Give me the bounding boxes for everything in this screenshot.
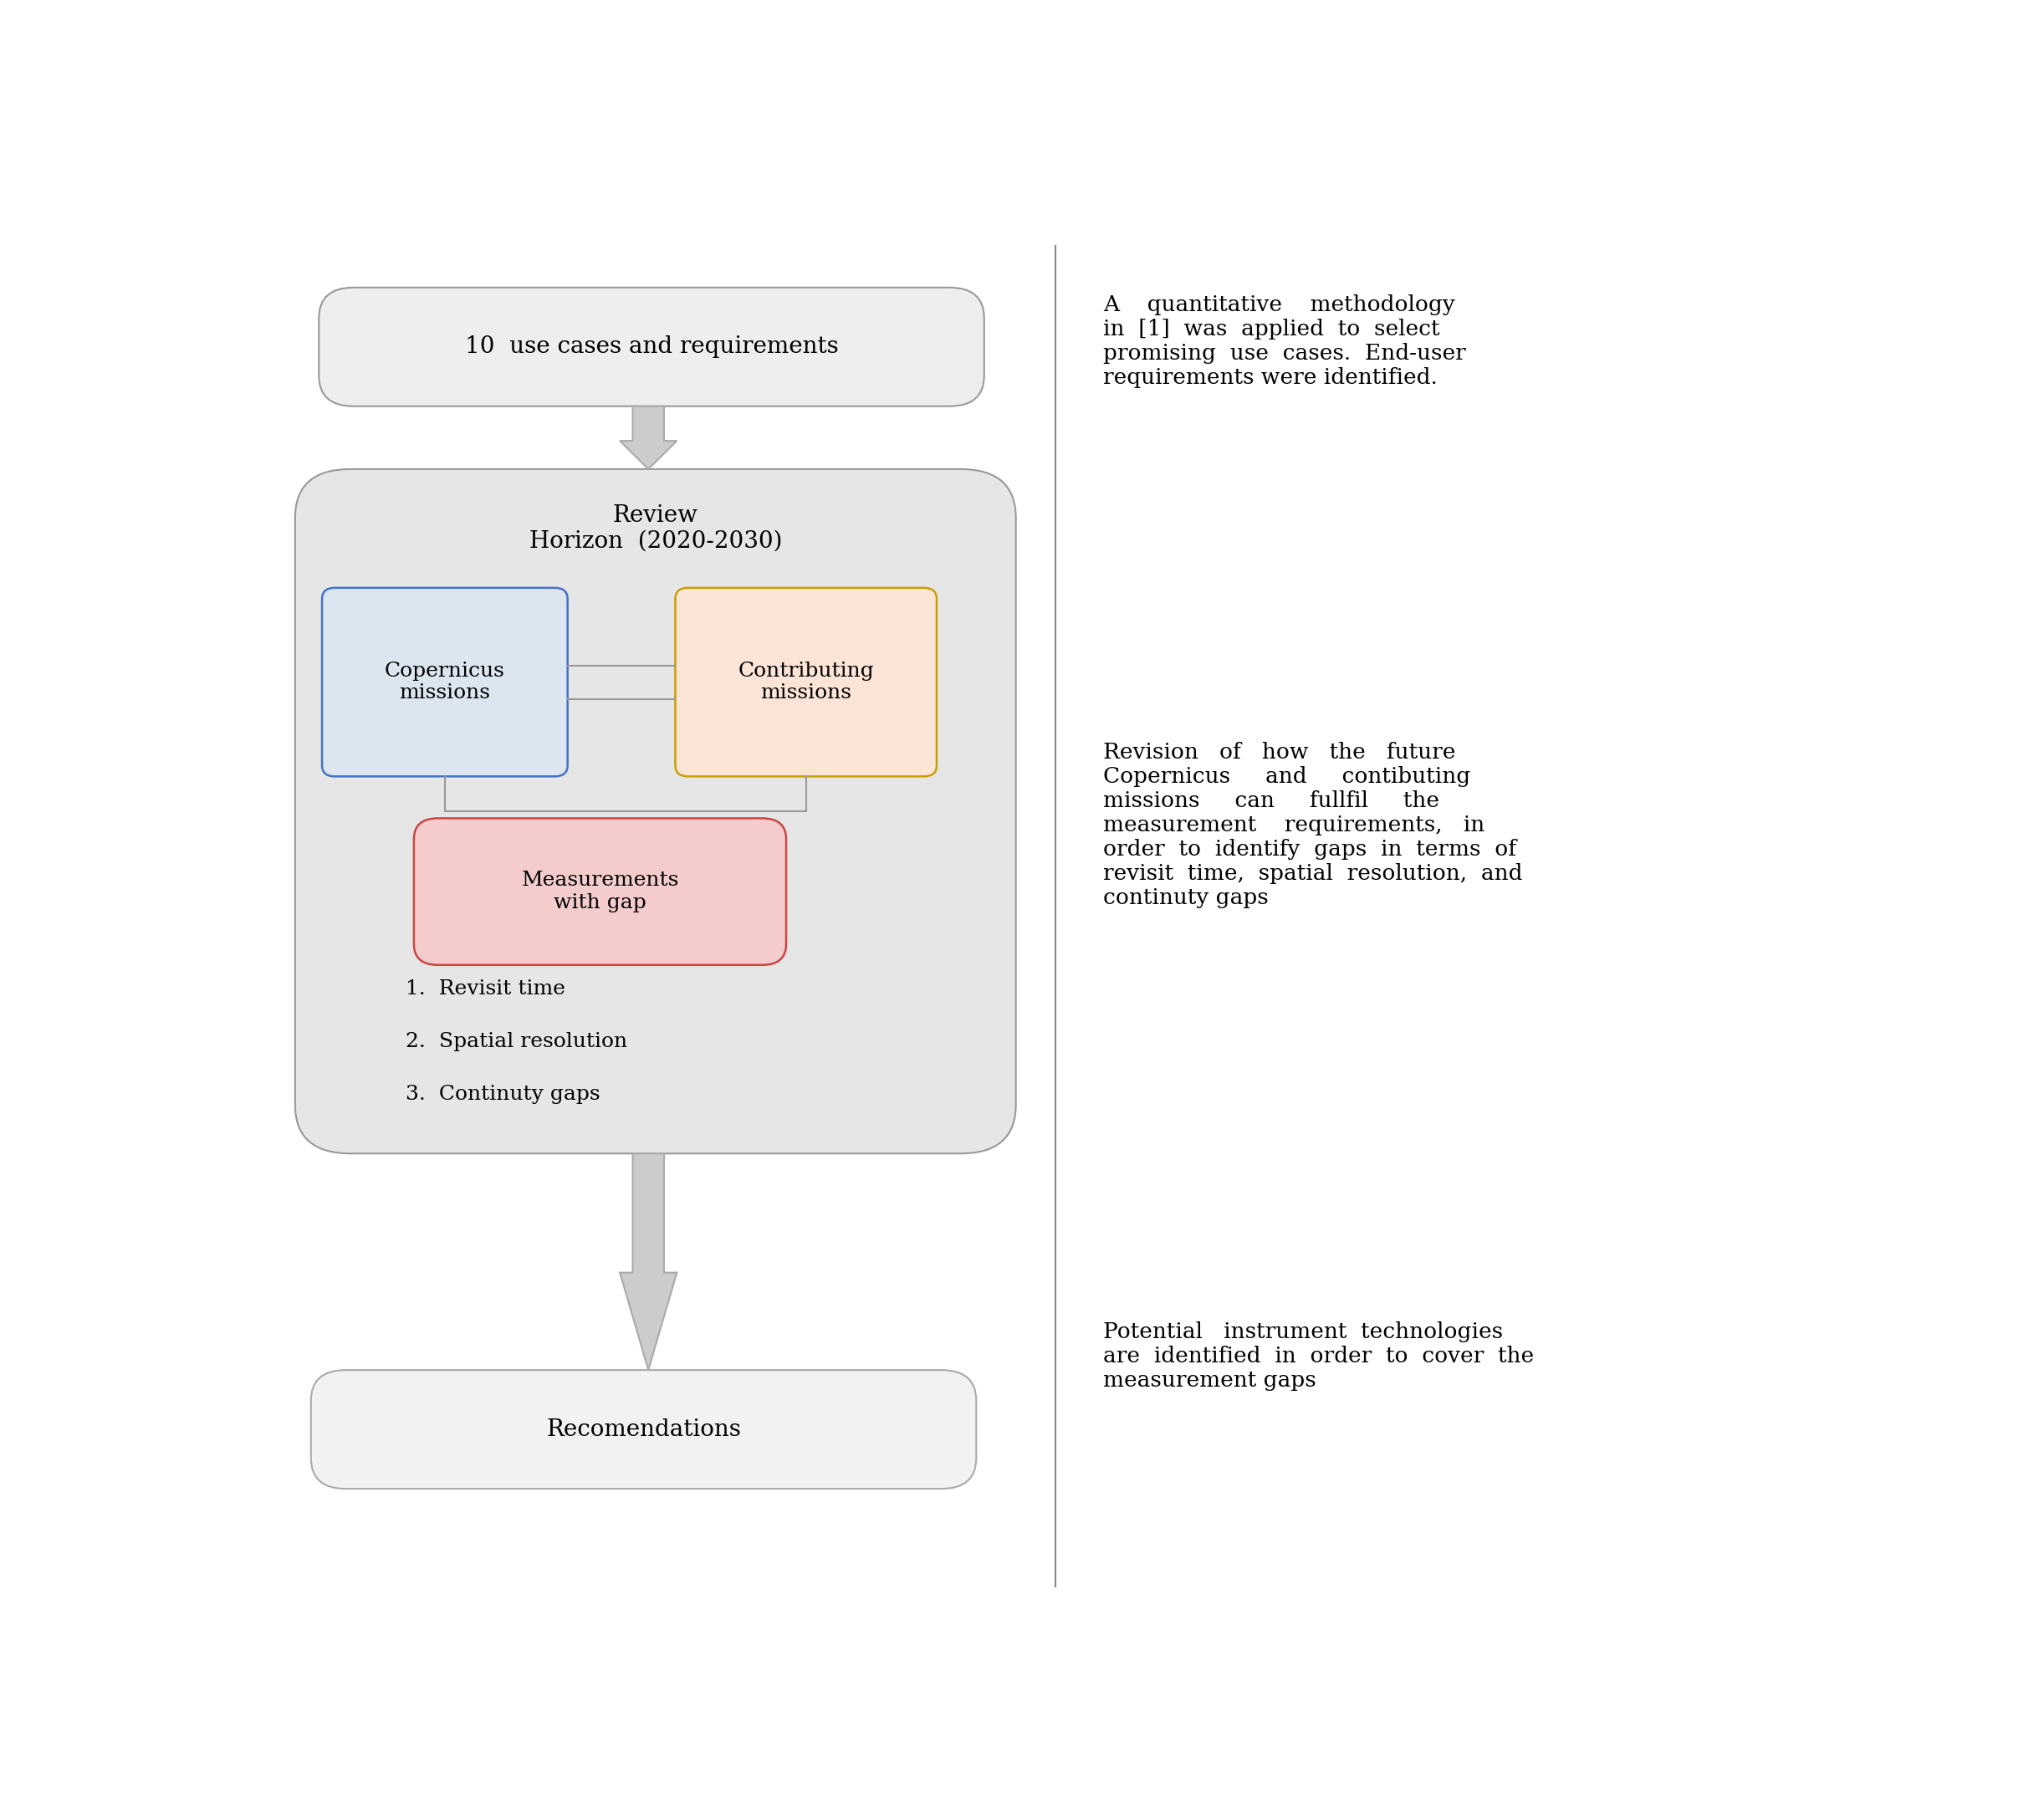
Text: Measurements
with gap: Measurements with gap: [521, 871, 679, 912]
Text: 10  use cases and requirements: 10 use cases and requirements: [464, 336, 838, 357]
Text: 3.  Continuty gaps: 3. Continuty gaps: [407, 1085, 601, 1105]
Text: Recomendations: Recomendations: [546, 1419, 742, 1440]
FancyBboxPatch shape: [413, 818, 787, 965]
Text: Revision   of   how   the   future
Copernicus     and     contibuting
missions  : Revision of how the future Copernicus an…: [1104, 742, 1523, 907]
Text: Potential   instrument  technologies
are  identified  in  order  to  cover  the
: Potential instrument technologies are id…: [1104, 1321, 1533, 1391]
FancyBboxPatch shape: [294, 470, 1016, 1154]
Polygon shape: [619, 406, 677, 470]
FancyBboxPatch shape: [311, 1370, 977, 1489]
Text: 1.  Revisit time: 1. Revisit time: [407, 980, 566, 998]
Text: 2.  Spatial resolution: 2. Spatial resolution: [407, 1032, 628, 1052]
Polygon shape: [619, 1154, 677, 1370]
FancyBboxPatch shape: [319, 288, 985, 406]
Text: Contributing
missions: Contributing missions: [738, 662, 875, 702]
FancyBboxPatch shape: [323, 588, 568, 776]
Text: A    quantitative    methodology
in  [1]  was  applied  to  select
promising  us: A quantitative methodology in [1] was ap…: [1104, 294, 1466, 388]
Text: Review
Horizon  (2020-2030): Review Horizon (2020-2030): [529, 504, 783, 553]
Text: Copernicus
missions: Copernicus missions: [384, 662, 505, 702]
FancyBboxPatch shape: [675, 588, 936, 776]
